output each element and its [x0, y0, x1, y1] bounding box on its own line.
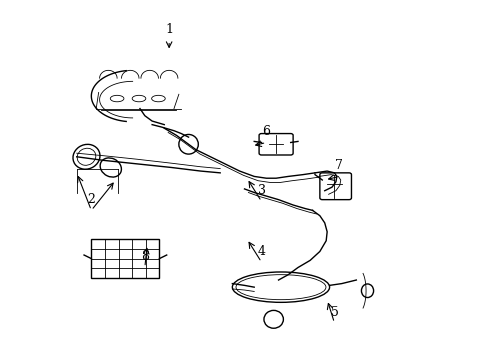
Text: 7: 7 [335, 159, 343, 172]
Text: 2: 2 [87, 193, 95, 206]
Text: 6: 6 [262, 125, 270, 138]
Bar [91, 239, 159, 278]
Text: 5: 5 [330, 306, 338, 319]
Text: 8: 8 [141, 250, 148, 263]
Text: 3: 3 [257, 184, 265, 197]
Text: 1: 1 [165, 23, 173, 36]
Text: 4: 4 [257, 245, 265, 258]
